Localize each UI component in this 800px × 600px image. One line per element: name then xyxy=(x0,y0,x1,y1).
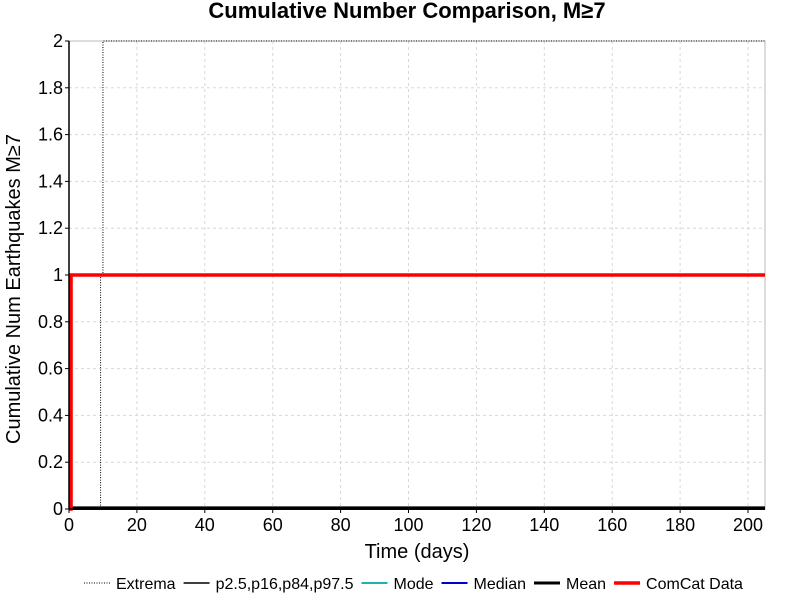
y-tick-label: 1.8 xyxy=(38,78,63,98)
y-tick-label: 0.8 xyxy=(38,312,63,332)
y-axis-label: Cumulative Num Earthquakes M≥7 xyxy=(3,134,25,444)
y-tick-label: 1.6 xyxy=(38,125,63,145)
y-tick-label: 0.4 xyxy=(38,405,63,425)
x-tick-label: 100 xyxy=(393,515,423,535)
legend-label-p2-5-p16-p84-p97-5: p2.5,p16,p84,p97.5 xyxy=(216,576,354,593)
series-layer xyxy=(69,40,765,511)
y-tick-label: 1.2 xyxy=(38,218,63,238)
legend: Extrema p2.5,p16,p84,p97.5 Mode Median Mean C… xyxy=(84,576,743,593)
x-tick-label: 200 xyxy=(733,515,763,535)
x-tick-label: 80 xyxy=(331,515,351,535)
x-tick-label: 140 xyxy=(529,515,559,535)
legend-label-extrema: Extrema xyxy=(116,576,176,593)
y-tick-label: 1.4 xyxy=(38,171,63,191)
x-axis-label: Time (days) xyxy=(365,541,470,563)
y-tick-label: 0.6 xyxy=(38,359,63,379)
x-tick-labels: 0 20 40 60 80 100 120 140 160 180 200 xyxy=(64,509,763,535)
y-tick-label: 2 xyxy=(53,31,63,51)
y-tick-label: 0 xyxy=(53,499,63,519)
x-tick-label: 40 xyxy=(195,515,215,535)
chart-title: Cumulative Number Comparison, M≥7 xyxy=(208,0,605,23)
x-tick-label: 20 xyxy=(127,515,147,535)
y-tick-labels: 0 0.2 0.4 0.6 0.8 1 1.2 1.4 1.6 1.8 2 xyxy=(38,31,69,519)
y-tick-label: 0.2 xyxy=(38,452,63,472)
legend-label-comcat-data: ComCat Data xyxy=(646,576,743,593)
series-line-comcat-data xyxy=(69,273,765,511)
x-tick-label: 60 xyxy=(263,515,283,535)
legend-label-mode: Mode xyxy=(393,576,433,593)
x-tick-label: 0 xyxy=(64,515,74,535)
x-tick-label: 180 xyxy=(665,515,695,535)
x-tick-label: 120 xyxy=(461,515,491,535)
x-tick-label: 160 xyxy=(597,515,627,535)
y-tick-label: 1 xyxy=(53,265,63,285)
legend-label-mean: Mean xyxy=(566,576,606,593)
legend-label-median: Median xyxy=(474,576,526,593)
